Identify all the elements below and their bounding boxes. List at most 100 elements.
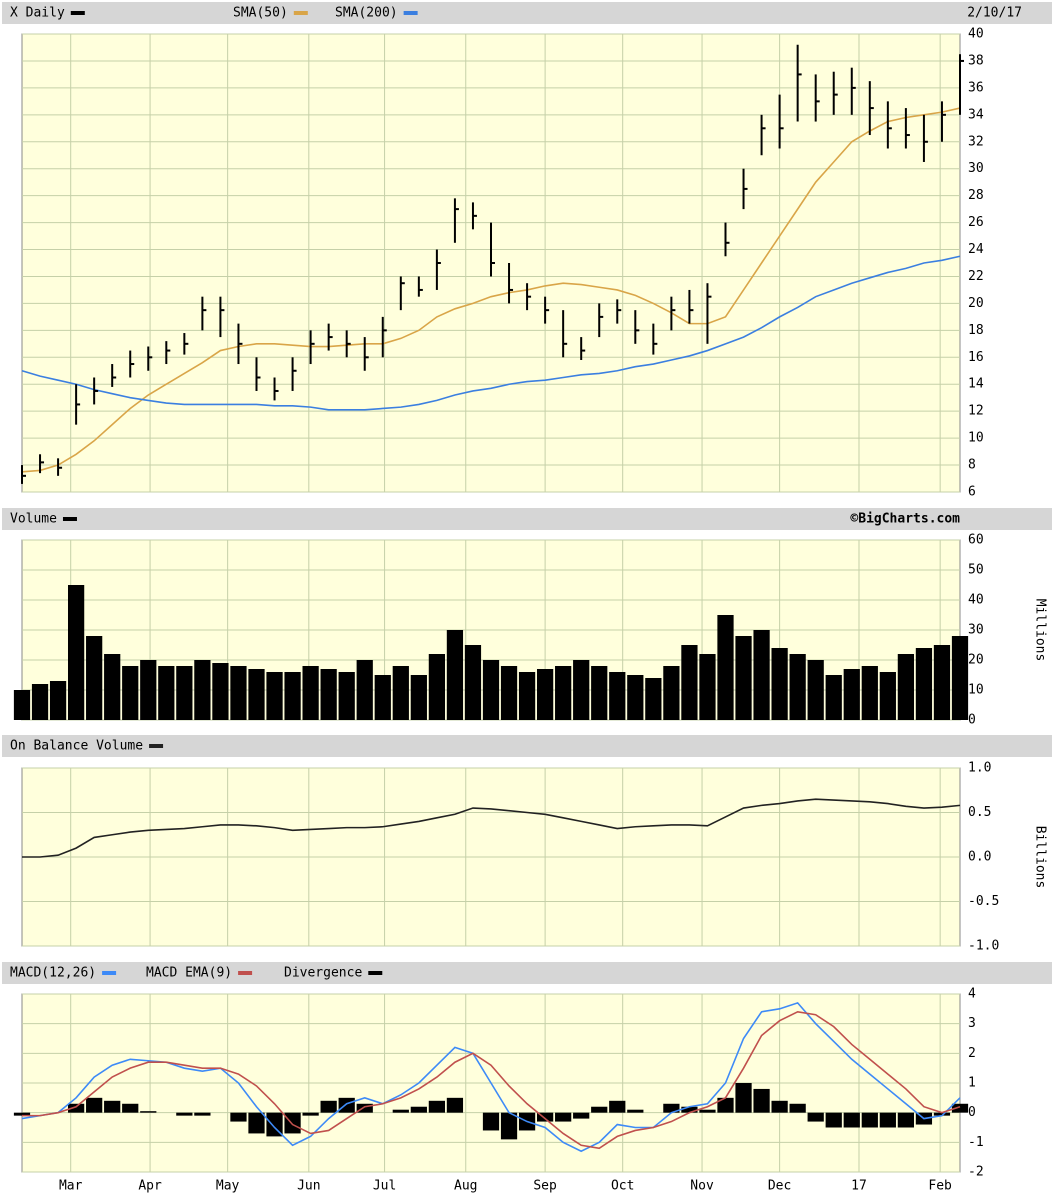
bar [212,663,229,720]
bar [86,1097,103,1113]
x-tick-label: Apr [138,1179,162,1194]
legend-label: MACD EMA(9) [146,966,232,981]
bar [338,1097,355,1113]
bar [67,1103,85,1113]
y-axis-label: Millions [1033,599,1048,662]
bar [86,636,103,720]
y-tick-label: 10 [968,431,984,446]
line [21,107,961,473]
bar [518,672,536,720]
legend-label: SMA(200) [335,6,398,21]
bar [663,666,680,720]
bar [320,1100,337,1113]
y-tick-label: 1 [968,1076,976,1091]
legend-label: Divergence [284,966,362,981]
x-tick-label: Jun [297,1179,320,1194]
y-tick-label: 36 [968,80,984,95]
bar [446,1097,464,1113]
bar [428,1100,446,1113]
legend-label: MACD(12,26) [10,966,96,981]
legend-swatch [403,11,418,15]
bar [573,660,590,720]
x-tick-label: Sep [533,1179,557,1194]
x-tick-label: May [216,1179,240,1194]
y-axis-label: Billions [1033,826,1048,889]
bar [807,660,824,720]
bar [392,666,409,720]
legend-label: X Daily [10,6,65,21]
bar [717,615,734,720]
legend-label: Volume [10,512,57,527]
bar [31,684,49,720]
x-tick-label: Feb [928,1179,952,1194]
bar [67,585,85,720]
y-tick-label: 3 [968,1016,976,1031]
legend-label: On Balance Volume [10,739,143,754]
line [21,255,961,411]
bar [428,654,446,720]
legend-swatch [102,971,117,975]
bar [338,672,355,720]
bar [789,654,806,720]
y-tick-label: 16 [968,350,984,365]
y-tick-label: 1.0 [968,761,991,776]
header-bar [2,508,1052,530]
bar [933,1112,951,1116]
bar [897,1112,915,1128]
x-tick-label: Jul [373,1179,396,1194]
bar [230,1112,247,1122]
legend-swatch [293,11,308,15]
bar [266,672,283,720]
bar [825,675,842,720]
bar [500,666,518,720]
bar [500,1112,518,1140]
bar [13,1112,31,1116]
y-tick-label: 4 [968,987,976,1002]
header-bar [2,2,1052,24]
y-tick-label: 20 [968,296,984,311]
bar [681,1106,698,1113]
y-tick-label: 0.5 [968,805,991,820]
y-tick-label: -2 [968,1165,984,1180]
bar [104,654,121,720]
bar [302,666,319,720]
bar [464,645,482,720]
y-tick-label: 6 [968,485,976,500]
bar [49,681,67,720]
bar [879,1112,896,1128]
bar [735,636,752,720]
legend-swatch [70,11,85,15]
bar [861,666,878,720]
header-bar [2,735,1052,757]
legend-swatch [149,744,164,748]
bar [609,1100,626,1113]
bar [951,636,969,720]
y-tick-label: -1.0 [968,939,999,954]
y-tick-label: -0.5 [968,894,999,909]
y-tick-label: 8 [968,458,976,473]
y-tick-label: 22 [968,269,984,284]
bar [194,1112,211,1116]
bar [627,675,644,720]
x-tick-label: Mar [59,1179,83,1194]
bar [410,1106,427,1113]
y-tick-label: 38 [968,53,984,68]
bar [753,1088,770,1113]
bar [104,1100,121,1113]
bar [482,1112,500,1131]
y-tick-label: 2 [968,1046,976,1061]
bar [717,1097,734,1113]
y-tick-label: 60 [968,533,984,548]
line [22,1010,961,1150]
bar [951,1103,969,1113]
legend-swatch [62,517,77,521]
bar [410,675,427,720]
bar [555,666,572,720]
y-tick-label: 12 [968,404,984,419]
y-tick-label: 40 [968,27,984,42]
bar [771,648,788,720]
x-tick-label: 17 [851,1179,867,1194]
bar [356,1103,373,1113]
bar [392,1109,409,1113]
legend-swatch [368,971,383,975]
